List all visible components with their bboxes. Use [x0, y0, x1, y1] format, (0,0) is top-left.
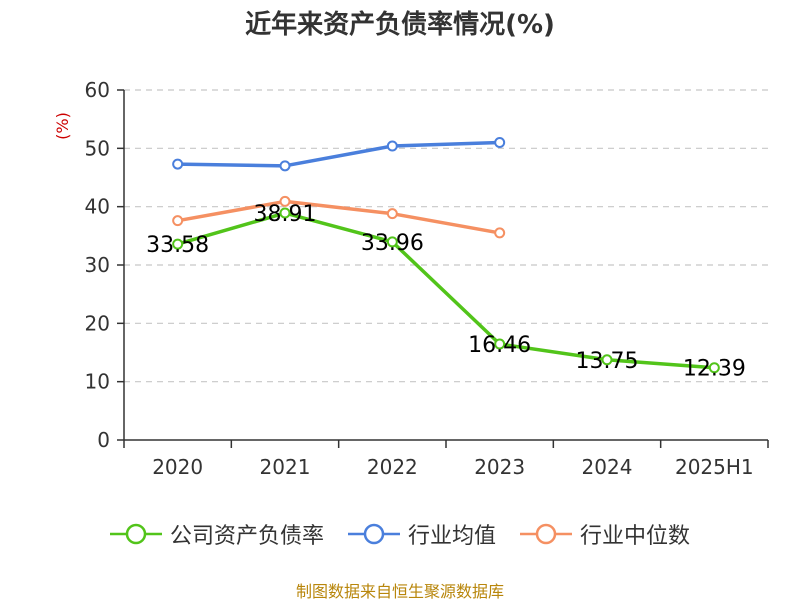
y-tick-label: 10: [85, 370, 110, 394]
legend-label: 行业均值: [407, 524, 496, 549]
x-tick-label: 2022: [367, 455, 418, 479]
data-label: 12.39: [683, 357, 746, 382]
data-point: [172, 158, 184, 170]
x-tick-label: 2020: [152, 455, 203, 479]
x-tick-label: 2025H1: [675, 455, 754, 479]
data-label: 38.91: [254, 202, 317, 227]
data-point: [386, 236, 398, 248]
data-point: [601, 354, 613, 366]
axes: 0 10 20 30 40 50 60 2020 2021 2022 2023 2024 2025H1 (…: [53, 78, 769, 479]
y-axis-label: (%): [53, 112, 72, 140]
y-tick-label: 60: [85, 78, 110, 102]
y-tick-label: 20: [85, 311, 110, 335]
data-point: [386, 140, 398, 152]
data-label: 33.96: [361, 231, 424, 256]
y-tick-label: 40: [85, 195, 110, 219]
data-labels: 33.58 38.91 33.96 16.46 13.75 12.39: [146, 202, 746, 382]
x-tick-label: 2021: [260, 455, 311, 479]
legend-swatch: [109, 523, 162, 545]
data-point: [708, 362, 720, 374]
x-tick-label: 2024: [582, 455, 633, 479]
series-line: [177, 211, 715, 370]
data-label: 13.75: [576, 349, 639, 374]
data-label: 16.46: [468, 333, 531, 358]
chart-title: 近年来资产负债率情况(%): [245, 10, 555, 40]
data-point: [279, 195, 291, 207]
data-point: [494, 227, 506, 239]
series-line: [177, 140, 500, 168]
legend-item[interactable]: 行业中位数: [520, 518, 690, 550]
legend-item[interactable]: 行业均值: [347, 518, 496, 550]
data-point: [279, 160, 291, 172]
data-point: [494, 137, 506, 148]
y-tick-label: 30: [85, 253, 110, 277]
legend-label: 行业中位数: [580, 524, 691, 549]
y-tick-label: 0: [97, 428, 110, 452]
legend-label: 公司资产负债率: [169, 524, 324, 549]
legend-item[interactable]: 公司资产负债率: [109, 518, 324, 550]
data-point: [494, 338, 506, 350]
legend: 公司资产负债率 行业均值 行业中位数: [0, 518, 800, 550]
data-point: [172, 238, 184, 250]
y-tick-label: 50: [85, 136, 110, 160]
series-line: [177, 199, 500, 235]
grid-lines: [124, 89, 768, 383]
source-footer: 制图数据来自恒生聚源数据库: [295, 582, 504, 601]
data-point: [172, 215, 184, 227]
data-point: [386, 208, 398, 220]
data-point: [279, 207, 291, 219]
data-label: 33.58: [146, 233, 209, 258]
legend-swatch: [347, 523, 400, 545]
series: [172, 137, 720, 374]
legend-swatch: [520, 523, 572, 545]
x-tick-label: 2023: [474, 455, 525, 479]
